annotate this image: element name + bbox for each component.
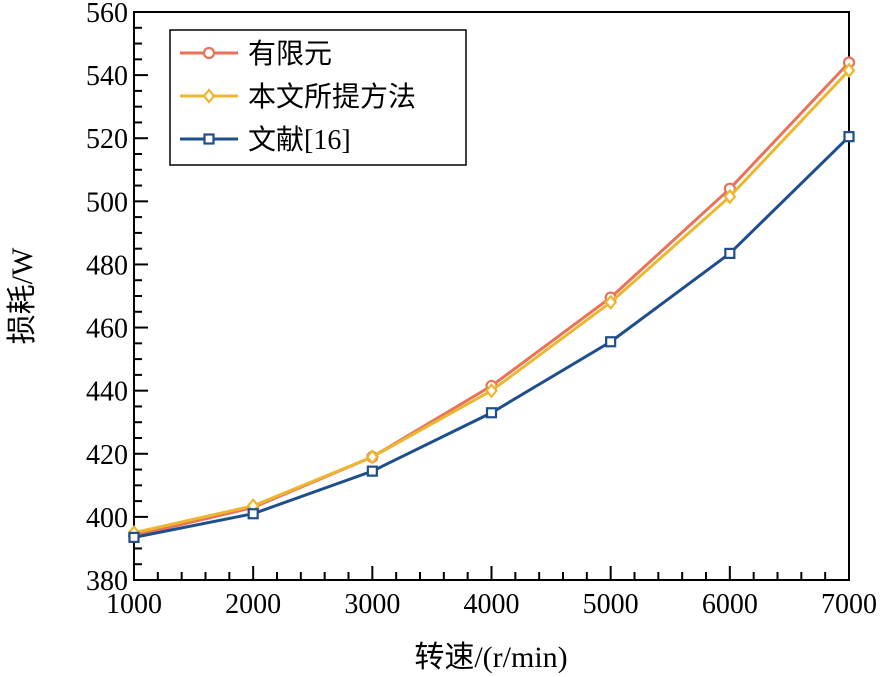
data-point bbox=[485, 382, 498, 399]
legend-marker bbox=[203, 133, 215, 145]
data-point bbox=[842, 62, 856, 79]
data-point bbox=[724, 247, 736, 259]
y-tick-label: 520 bbox=[86, 124, 128, 155]
x-tick-label: 6000 bbox=[702, 589, 758, 620]
y-tick-label: 440 bbox=[86, 377, 128, 408]
series-line bbox=[133, 135, 851, 539]
series-group bbox=[127, 56, 856, 544]
data-point bbox=[128, 531, 140, 544]
data-point bbox=[604, 294, 618, 311]
data-point bbox=[723, 188, 737, 205]
x-tick-label: 4000 bbox=[464, 589, 520, 620]
data-point bbox=[366, 465, 378, 477]
x-axis-label: 转速/(r/min) bbox=[414, 641, 567, 674]
x-tick-label: 2000 bbox=[225, 589, 281, 620]
legend-label: 有限元 bbox=[248, 38, 332, 70]
data-point bbox=[485, 407, 498, 419]
data-point bbox=[247, 508, 259, 520]
legend-label: 本文所提方法 bbox=[248, 81, 416, 113]
legend-marker bbox=[202, 88, 216, 104]
y-tick-label: 480 bbox=[86, 250, 128, 281]
legend-label: 文献[16] bbox=[248, 124, 351, 156]
y-tick-label: 380 bbox=[86, 566, 128, 597]
x-tick-label: 3000 bbox=[344, 589, 400, 620]
data-point bbox=[843, 131, 855, 143]
y-tick-label: 420 bbox=[86, 440, 128, 471]
y-tick-label: 540 bbox=[86, 61, 128, 92]
x-tick-label: 7000 bbox=[821, 589, 877, 620]
y-tick-label: 460 bbox=[86, 314, 128, 345]
y-tick-label: 400 bbox=[86, 503, 128, 534]
x-tick-label: 5000 bbox=[583, 589, 639, 620]
y-axis-label: 损耗/W bbox=[6, 247, 39, 344]
y-tick-label: 500 bbox=[86, 187, 128, 218]
data-point bbox=[365, 449, 379, 465]
series-3 bbox=[128, 131, 855, 544]
data-point bbox=[605, 336, 617, 348]
x-tick-label: 1000 bbox=[106, 589, 162, 620]
y-tick-label: 560 bbox=[86, 0, 128, 29]
axes: 1000 2000 3000 4000 5000 6000 7000 380 400 420 440… bbox=[86, 0, 877, 620]
legend-marker bbox=[202, 46, 216, 60]
